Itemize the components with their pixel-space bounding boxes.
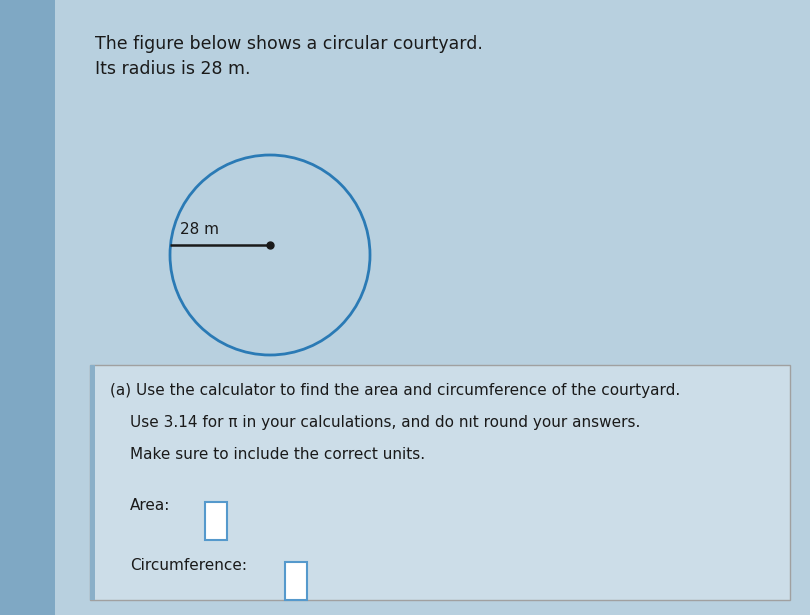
Text: The figure below shows a circular courtyard.: The figure below shows a circular courty… bbox=[95, 35, 483, 53]
Text: 28 m: 28 m bbox=[180, 222, 219, 237]
Text: Circumference:: Circumference: bbox=[130, 558, 247, 573]
Text: Area:: Area: bbox=[130, 498, 170, 513]
Bar bbox=[285, 562, 307, 600]
Bar bbox=[90, 365, 95, 600]
Bar bbox=[0, 0, 55, 615]
Text: (a) Use the calculator to find the area and circumference of the courtyard.: (a) Use the calculator to find the area … bbox=[110, 383, 680, 398]
Bar bbox=[205, 502, 227, 540]
Text: Use 3.14 for π in your calculations, and do nıt round your answers.: Use 3.14 for π in your calculations, and… bbox=[130, 415, 641, 430]
Bar bbox=[90, 365, 790, 600]
Text: Make sure to include the correct units.: Make sure to include the correct units. bbox=[130, 447, 425, 462]
Text: Its radius is 28 m.: Its radius is 28 m. bbox=[95, 60, 250, 78]
